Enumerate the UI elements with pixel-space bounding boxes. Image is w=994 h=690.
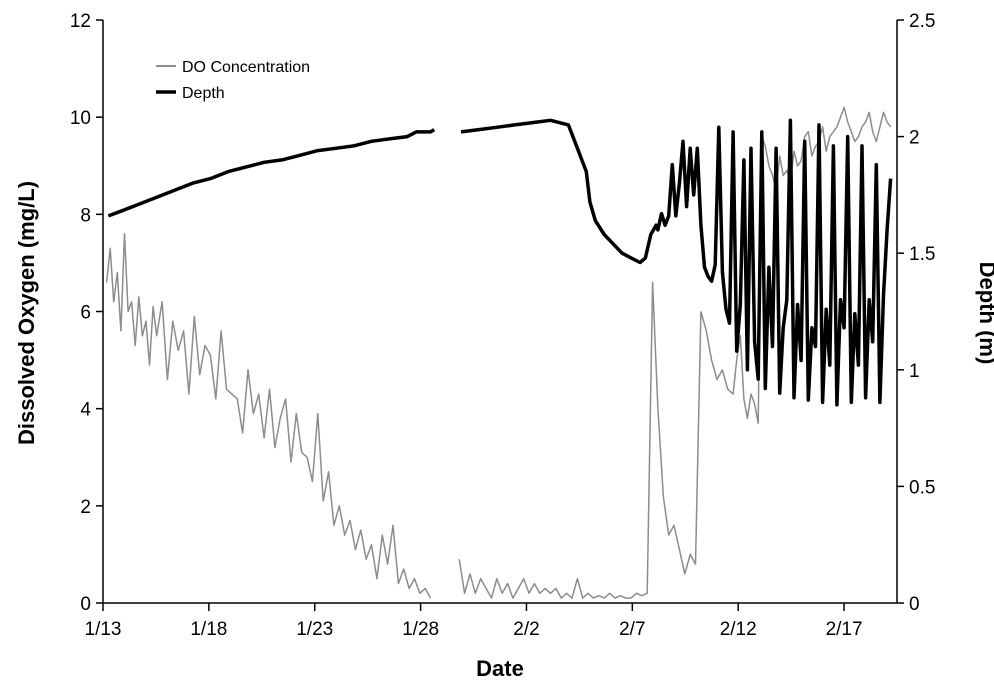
do-concentration-line-segment-2 [458, 281, 702, 599]
y-tick-label: 8 [80, 205, 91, 226]
x-axis-title: Date [476, 656, 524, 681]
ticks: 0 2 4 6 8 10 12 0 0.5 1 1.5 2 2.5 1/13 1/18 1/23 1/28 2/2… [70, 11, 936, 640]
x-tick-label: 1/13 [85, 619, 122, 640]
y2-tick-label: 0.5 [909, 477, 935, 498]
legend-label-depth: Depth [182, 85, 225, 102]
y-tick-label: 0 [80, 594, 91, 615]
do-concentration-line-segment-3 [700, 106, 892, 424]
legend: DO Concentration Depth [156, 59, 310, 102]
plot-marks [105, 106, 893, 599]
x-tick-label: 2/2 [513, 619, 539, 640]
y2-tick-label: 1 [909, 361, 920, 382]
y-tick-label: 2 [80, 497, 91, 518]
y2-tick-label: 1.5 [909, 244, 935, 265]
legend-label-do: DO Concentration [182, 59, 310, 76]
y2-axis-title: Depth (m) [975, 262, 994, 365]
x-tick-label: 2/7 [619, 619, 645, 640]
x-tick-label: 1/23 [296, 619, 333, 640]
y-tick-label: 10 [70, 108, 91, 129]
y-tick-label: 4 [80, 400, 91, 421]
x-tick-label: 1/18 [190, 619, 227, 640]
depth-line-segment-2 [460, 118, 893, 407]
do-concentration-line-segment-1 [105, 233, 432, 599]
y2-tick-label: 2.5 [909, 11, 935, 32]
y-tick-label: 6 [80, 303, 91, 324]
x-tick-label: 2/12 [720, 619, 757, 640]
y-tick-label: 12 [70, 11, 91, 32]
depth-line-segment-1 [107, 128, 436, 218]
x-tick-label: 2/17 [826, 619, 863, 640]
y-axis-title: Dissolved Oxygen (mg/L) [14, 181, 39, 445]
y2-tick-label: 2 [909, 128, 920, 149]
x-tick-label: 1/28 [402, 619, 439, 640]
y2-tick-label: 0 [909, 594, 920, 615]
